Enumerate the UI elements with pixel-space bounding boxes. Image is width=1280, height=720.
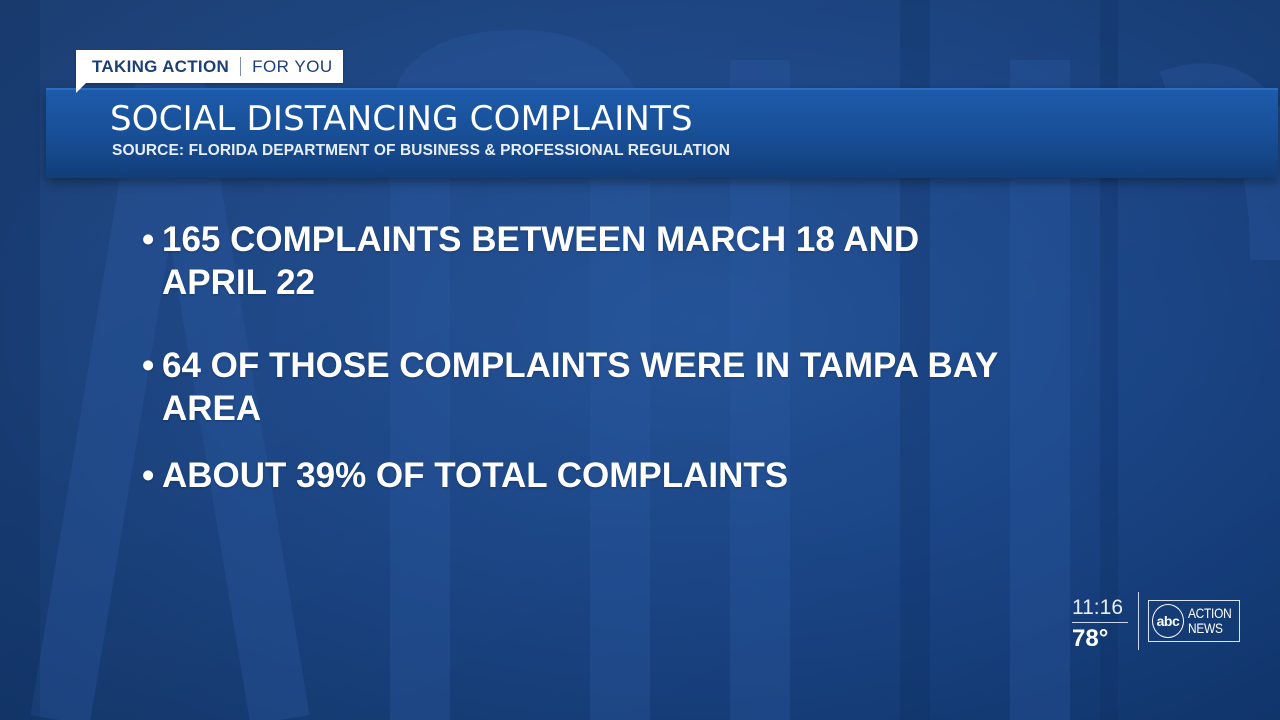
- abc-circle-icon: abc: [1152, 604, 1184, 638]
- bullet-item: • ABOUT 39% OF TOTAL COMPLAINTS: [140, 454, 1020, 497]
- tag-divider: [240, 57, 242, 76]
- source-line: SOURCE: FLORIDA DEPARTMENT OF BUSINESS &…: [112, 142, 731, 159]
- bullet-item: • 64 OF THOSE COMPLAINTS WERE IN TAMPA B…: [140, 344, 1020, 430]
- page-title: SOCIAL DISTANCING COMPLAINTS: [110, 99, 693, 139]
- taking-action-tag: TAKING ACTION FOR YOU: [76, 50, 343, 83]
- logo-word-news: NEWS: [1187, 620, 1223, 636]
- bug-separator: [1138, 592, 1139, 650]
- bullet-text: ABOUT 39% OF TOTAL COMPLAINTS: [162, 456, 789, 495]
- bullet-marker: •: [142, 456, 155, 495]
- title-banner: SOCIAL DISTANCING COMPLAINTS SOURCE: FLO…: [46, 88, 1278, 178]
- bullet-marker: •: [142, 346, 155, 385]
- bug-rule: [1072, 622, 1128, 623]
- logo-wordmark: ACTION NEWS: [1188, 606, 1239, 636]
- bullet-text: 64 OF THOSE COMPLAINTS WERE IN TAMPA BAY…: [162, 346, 998, 428]
- bullet-list: • 165 COMPLAINTS BETWEEN MARCH 18 AND AP…: [140, 218, 1020, 497]
- temperature-readout: 78°: [1072, 625, 1109, 652]
- station-bug: 11:16 78° abc ACTION NEWS: [1062, 592, 1252, 656]
- tag-secondary-label: FOR YOU: [252, 56, 333, 76]
- bullet-item: • 165 COMPLAINTS BETWEEN MARCH 18 AND AP…: [140, 218, 1020, 304]
- logo-word-action: ACTION: [1187, 605, 1232, 621]
- bullet-marker: •: [142, 220, 155, 259]
- clock-time: 11:16: [1072, 596, 1123, 619]
- abc-action-news-logo: abc ACTION NEWS: [1148, 600, 1240, 642]
- tag-notch: [76, 83, 86, 93]
- bullet-text: 165 COMPLAINTS BETWEEN MARCH 18 AND APRI…: [162, 220, 920, 302]
- tag-primary-label: TAKING ACTION: [92, 56, 230, 76]
